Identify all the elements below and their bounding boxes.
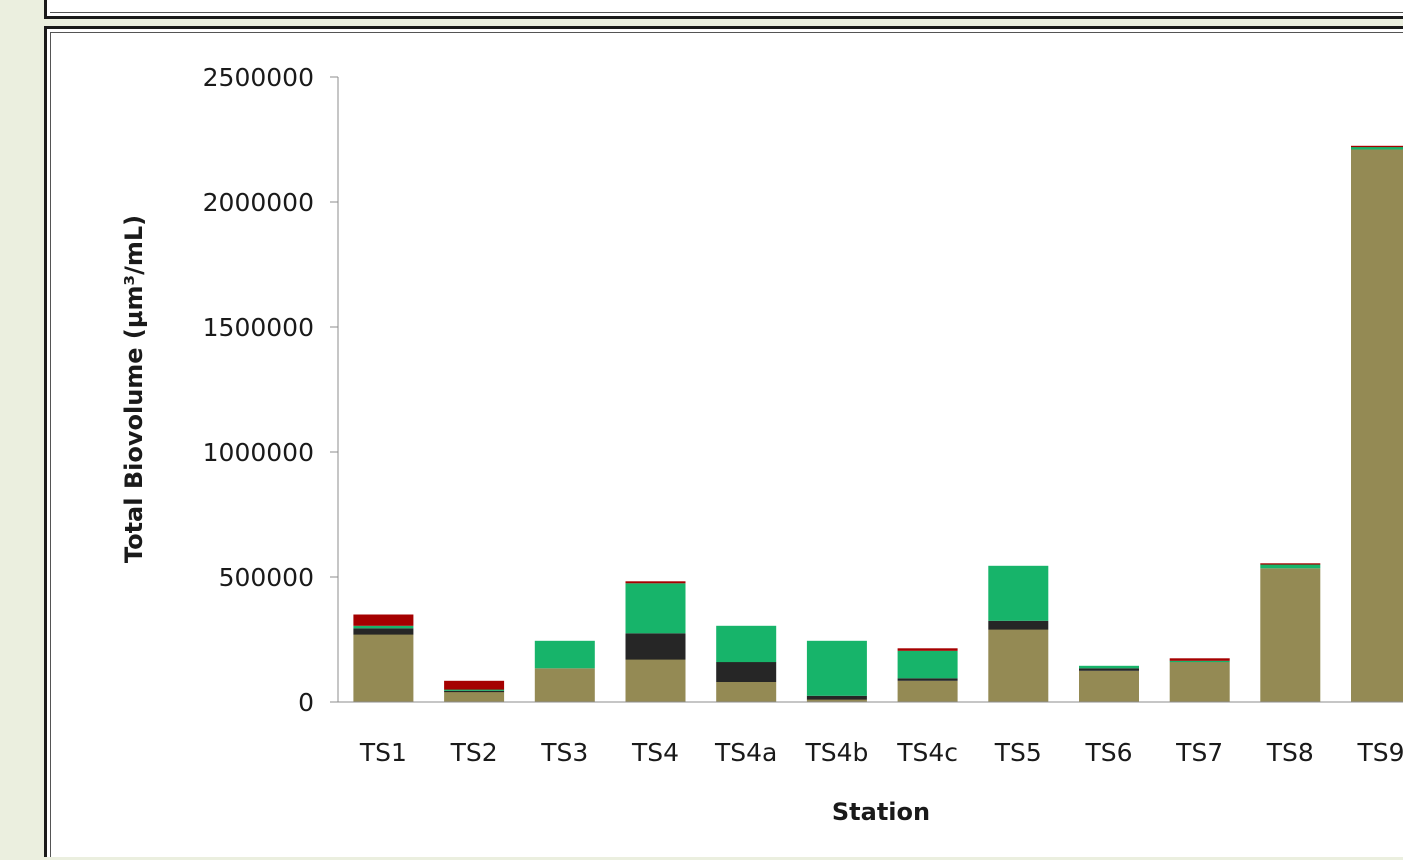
bar-segment (988, 629, 1049, 702)
x-tick-label: TS4 (631, 738, 679, 767)
bar-segment (988, 620, 1049, 630)
bar-segment (353, 628, 414, 635)
y-tick-label: 1000000 (203, 438, 314, 467)
y-tick-label: 2500000 (203, 63, 314, 92)
axes-layer: 0 500000 1000000 1500000 2000000 2500000 TS1 TS… (203, 63, 1403, 767)
bar-segment (1169, 660, 1230, 663)
y-tick-label: 1500000 (203, 313, 314, 342)
x-tick-label: TS5 (994, 738, 1042, 767)
bar-segment (1169, 658, 1230, 661)
bar-segment (716, 625, 777, 663)
bar-segment (1260, 563, 1321, 565)
bar-segment (444, 690, 505, 693)
bar-segment (353, 614, 414, 626)
bar-segment (897, 680, 958, 703)
bar-segment (1260, 568, 1321, 703)
x-tick-label: TS4b (804, 738, 868, 767)
bar-segment (1351, 147, 1403, 150)
bar-segment (1351, 145, 1403, 148)
bar-segment (806, 699, 867, 702)
bar-segment (625, 581, 686, 584)
bar-segment (625, 633, 686, 660)
bar-segment (1351, 149, 1403, 702)
bar-segment (1260, 564, 1321, 569)
bar-segment (1079, 668, 1139, 671)
x-tick-label: TS2 (450, 738, 498, 767)
bar-segment (534, 668, 595, 703)
y-axis-title: Total Biovolume (µm³/mL) (120, 215, 148, 563)
bar-segment (1079, 665, 1139, 669)
bar-segment (988, 565, 1049, 621)
x-tick-label: TS9 (1356, 738, 1403, 767)
x-tick-label: TS1 (359, 738, 407, 767)
bar-segment (534, 640, 595, 669)
bar-segment (353, 625, 414, 629)
x-tick-label: TS6 (1084, 738, 1132, 767)
bar-segment (1169, 662, 1230, 702)
bars-layer (353, 145, 1403, 703)
chart-panel: 0 500000 1000000 1500000 2000000 2500000 TS1 TS… (44, 26, 1403, 857)
bar-segment (1079, 670, 1139, 703)
bar-segment (353, 634, 414, 702)
bar-segment (897, 648, 958, 651)
bar-segment (625, 659, 686, 702)
bar-segment (897, 678, 958, 681)
bar-segment (716, 682, 777, 702)
y-tick-label: 500000 (219, 563, 314, 592)
bar-segment (444, 692, 505, 702)
bar-segment (444, 680, 505, 690)
x-axis-title: Station (832, 798, 930, 826)
x-tick-label: TS3 (540, 738, 588, 767)
bar-segment (444, 689, 505, 691)
bar-segment (625, 583, 686, 634)
left-margin (0, 0, 44, 857)
bar-segment (806, 695, 867, 700)
y-tick-label: 0 (298, 688, 314, 717)
bar-segment (716, 662, 777, 682)
x-tick-label: TS7 (1175, 738, 1223, 767)
bar-segment (897, 650, 958, 679)
top-panel (44, 0, 1403, 19)
bar-segment (806, 640, 867, 696)
x-tick-label: TS4a (714, 738, 777, 767)
y-tick-label: 2000000 (203, 188, 314, 217)
stacked-bar-chart: 0 500000 1000000 1500000 2000000 2500000 TS1 TS… (120, 63, 1403, 826)
x-tick-label: TS4c (896, 738, 958, 767)
x-tick-label: TS8 (1266, 738, 1314, 767)
